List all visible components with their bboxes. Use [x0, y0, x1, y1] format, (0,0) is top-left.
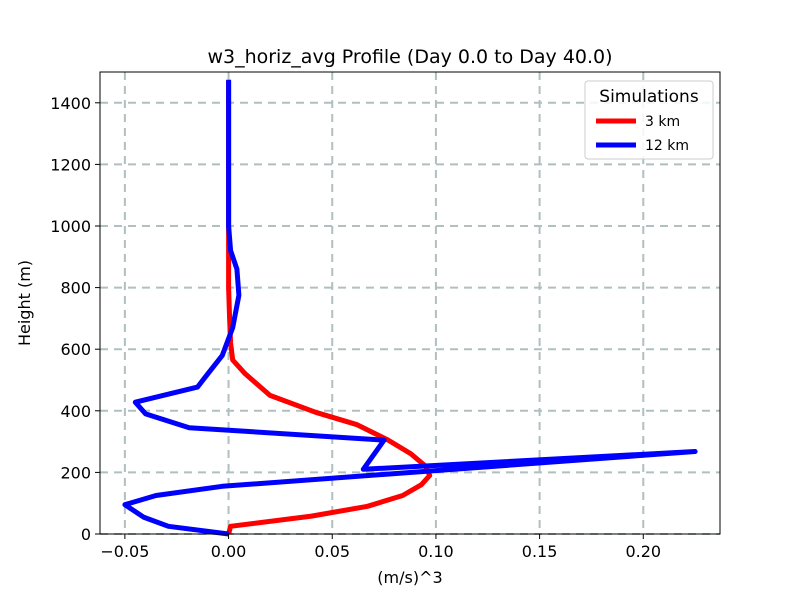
y-tick-label: 0: [81, 525, 91, 544]
y-tick-label: 400: [60, 402, 91, 421]
legend-items: 3 km 12 km: [596, 114, 689, 154]
x-tick-label: 0.05: [314, 542, 350, 561]
x-tick-label: 0.10: [418, 542, 454, 561]
y-tick-label: 1200: [50, 155, 91, 174]
x-tick-label: 0.20: [625, 542, 661, 561]
y-tick-label: 600: [60, 340, 91, 359]
series-line-3-km: [226, 81, 433, 535]
y-axis: 0 200 400 600 800 1000 1200 1400: [50, 94, 100, 544]
legend-label: 12 km: [645, 138, 689, 154]
series-line-12-km: [122, 79, 698, 537]
chart-title: w3_horiz_avg Profile (Day 0.0 to Day 40.…: [207, 46, 612, 68]
legend-label: 3 km: [645, 114, 680, 130]
y-tick-label: 1400: [50, 94, 91, 113]
x-tick-label: 0.00: [211, 542, 247, 561]
legend-box: [584, 80, 714, 160]
y-tick-label: 1000: [50, 217, 91, 236]
y-axis-label: Height (m): [15, 260, 34, 346]
legend-title: Simulations: [599, 87, 699, 107]
plot-frame: [99, 71, 721, 535]
y-tick-label: 800: [60, 279, 91, 298]
x-tick-label: −0.05: [100, 542, 149, 561]
x-axis: −0.05 0.00 0.05 0.10 0.15 0.20: [100, 534, 661, 561]
x-tick-label: 0.15: [522, 542, 558, 561]
legend: Simulations 3 km 12 km: [584, 80, 714, 160]
x-axis-label: (m/s)^3: [377, 568, 442, 587]
y-tick-label: 200: [60, 463, 91, 482]
series-layer: [122, 79, 698, 537]
